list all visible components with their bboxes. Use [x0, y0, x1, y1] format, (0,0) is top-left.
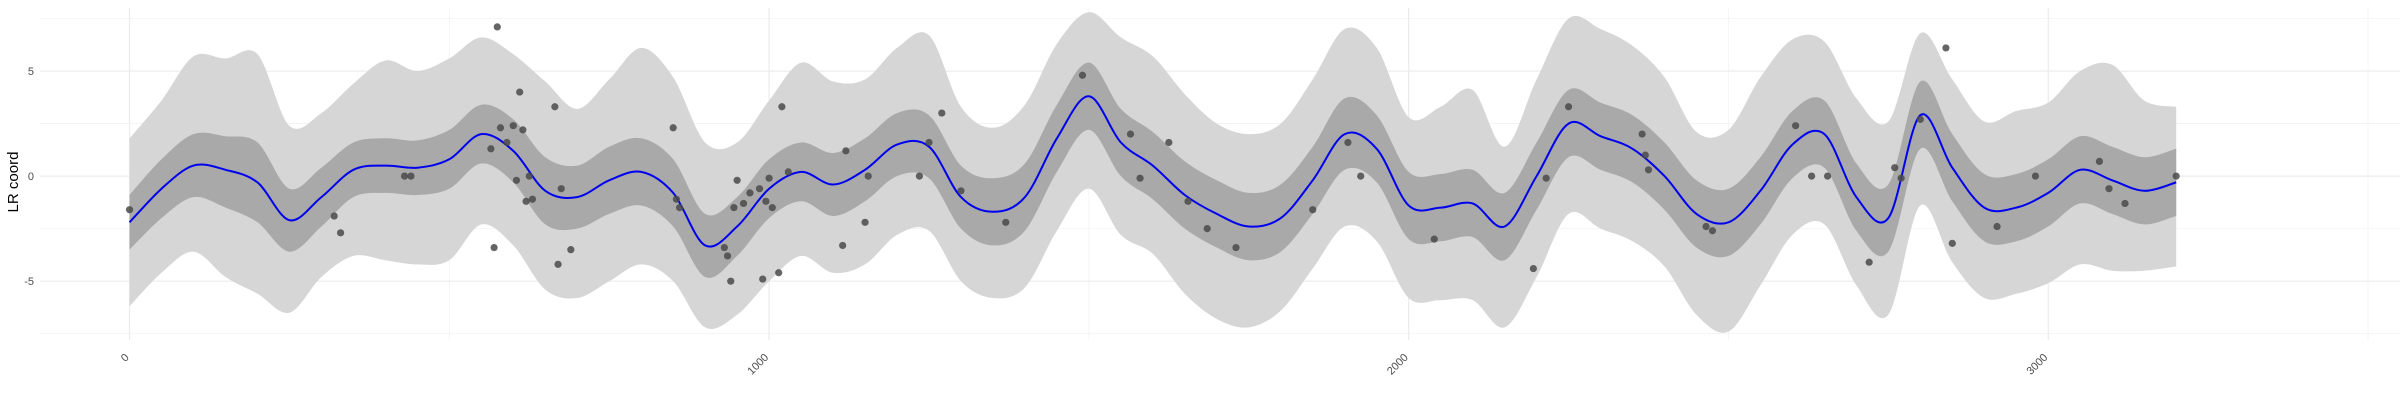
- data-point: [938, 109, 946, 117]
- data-point: [957, 187, 965, 195]
- y-tick-label: -5: [24, 276, 34, 288]
- data-point: [784, 168, 792, 176]
- data-point: [669, 124, 677, 132]
- data-point: [1708, 227, 1717, 235]
- data-point: [1792, 122, 1800, 130]
- data-point: [775, 269, 783, 277]
- fit-line: [128, 95, 2177, 248]
- y-tick-label: 5: [28, 66, 34, 78]
- data-point: [400, 172, 409, 180]
- data-point: [519, 126, 527, 134]
- y-axis-title: LR coord: [5, 152, 22, 213]
- data-point: [125, 206, 134, 214]
- data-point: [915, 172, 924, 180]
- data-point: [861, 218, 869, 226]
- y-axis: -5 0 5: [24, 66, 34, 288]
- data-point: [1644, 166, 1653, 174]
- data-point: [723, 252, 732, 260]
- data-point: [509, 122, 517, 130]
- data-point: [1078, 71, 1087, 79]
- data-point: [759, 275, 767, 283]
- data-point: [1564, 103, 1573, 111]
- data-points: [125, 23, 2180, 285]
- data-point: [1916, 115, 1924, 123]
- data-point: [733, 176, 741, 184]
- data-point: [1641, 151, 1649, 159]
- data-point: [2095, 157, 2104, 165]
- plot-panel: [40, 8, 2400, 340]
- data-point: [1232, 243, 1240, 252]
- data-point: [1807, 172, 1816, 180]
- data-point: [672, 195, 680, 203]
- data-point: [496, 124, 505, 132]
- data-point: [557, 185, 565, 193]
- x-axis: 0 1000 2000 3000: [119, 352, 2051, 378]
- data-point: [1430, 235, 1438, 243]
- data-point: [765, 174, 773, 182]
- data-point: [554, 260, 562, 268]
- data-point: [1357, 172, 1365, 180]
- data-point: [1823, 172, 1832, 180]
- inner-confidence-band: [129, 62, 2177, 278]
- data-point: [1891, 164, 1899, 172]
- data-point: [768, 204, 776, 212]
- data-point: [2172, 172, 2180, 180]
- data-point: [330, 212, 338, 220]
- data-point: [727, 277, 735, 285]
- data-point: [2031, 172, 2040, 180]
- data-point: [522, 197, 530, 205]
- data-point: [1948, 239, 1956, 247]
- data-point: [1897, 174, 1905, 182]
- data-point: [487, 145, 495, 153]
- data-point: [1702, 222, 1710, 231]
- data-point: [739, 199, 748, 208]
- data-point: [762, 197, 770, 205]
- data-point: [516, 88, 524, 96]
- data-point: [1942, 44, 1950, 52]
- x-tick-label: 1000: [745, 352, 771, 378]
- data-point: [1165, 138, 1173, 147]
- data-point: [336, 229, 345, 237]
- data-point: [1993, 222, 2001, 231]
- data-point: [2105, 185, 2113, 193]
- x-tick-label: 2000: [1385, 352, 1411, 378]
- data-point: [842, 147, 850, 155]
- data-point: [1529, 264, 1537, 273]
- data-point: [675, 204, 684, 212]
- data-point: [407, 172, 415, 180]
- x-tick-label: 3000: [2025, 352, 2051, 378]
- data-point: [528, 195, 537, 203]
- data-point: [925, 138, 933, 147]
- data-point: [839, 241, 847, 250]
- data-point: [1542, 174, 1550, 182]
- data-point: [778, 103, 786, 111]
- data-point: [755, 185, 764, 193]
- data-point: [1344, 138, 1352, 147]
- data-point: [503, 138, 511, 147]
- data-point: [730, 204, 738, 212]
- data-point: [720, 243, 728, 252]
- data-point: [746, 189, 754, 197]
- data-point: [551, 103, 559, 111]
- y-tick-label: 0: [28, 171, 34, 183]
- data-point: [525, 172, 533, 180]
- data-point: [1638, 130, 1646, 138]
- data-point: [1126, 130, 1135, 138]
- data-point: [864, 172, 872, 180]
- data-point: [512, 176, 521, 184]
- x-tick-label: 0: [119, 352, 132, 365]
- data-point: [1184, 197, 1192, 205]
- data-point: [2121, 199, 2129, 208]
- data-point: [1136, 174, 1144, 182]
- data-point: [567, 246, 575, 254]
- data-point: [490, 243, 498, 252]
- data-point: [1309, 206, 1317, 214]
- data-point: [1203, 225, 1211, 233]
- data-point: [1865, 258, 1873, 266]
- data-point: [1002, 218, 1010, 226]
- data-point: [493, 23, 501, 31]
